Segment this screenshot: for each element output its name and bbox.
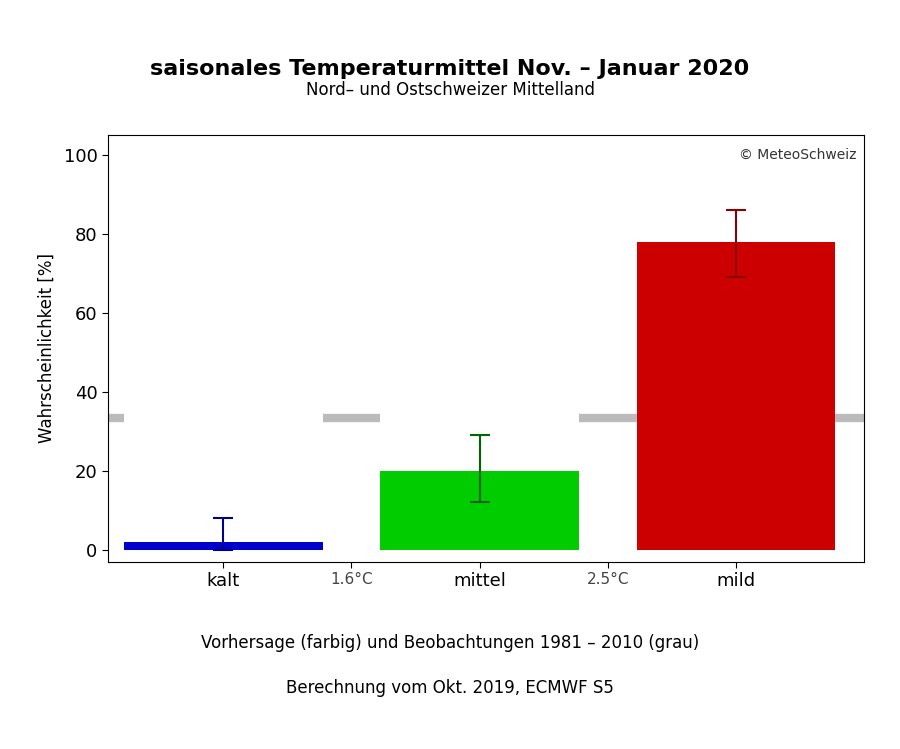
Text: Vorhersage (farbig) und Beobachtungen 1981 – 2010 (grau): Vorhersage (farbig) und Beobachtungen 19… [201,634,699,652]
Text: saisonales Temperaturmittel Nov. – Januar 2020: saisonales Temperaturmittel Nov. – Janua… [150,58,750,79]
Text: Berechnung vom Okt. 2019, ECMWF S5: Berechnung vom Okt. 2019, ECMWF S5 [286,679,614,697]
Bar [636,242,835,550]
Bar [381,471,579,550]
Bar [124,542,322,550]
Text: Nord– und Ostschweizer Mittelland: Nord– und Ostschweizer Mittelland [305,81,595,99]
Text: © MeteoSchweiz: © MeteoSchweiz [739,148,857,162]
Y-axis label: Wahrscheinlichkeit [%]: Wahrscheinlichkeit [%] [38,253,56,443]
